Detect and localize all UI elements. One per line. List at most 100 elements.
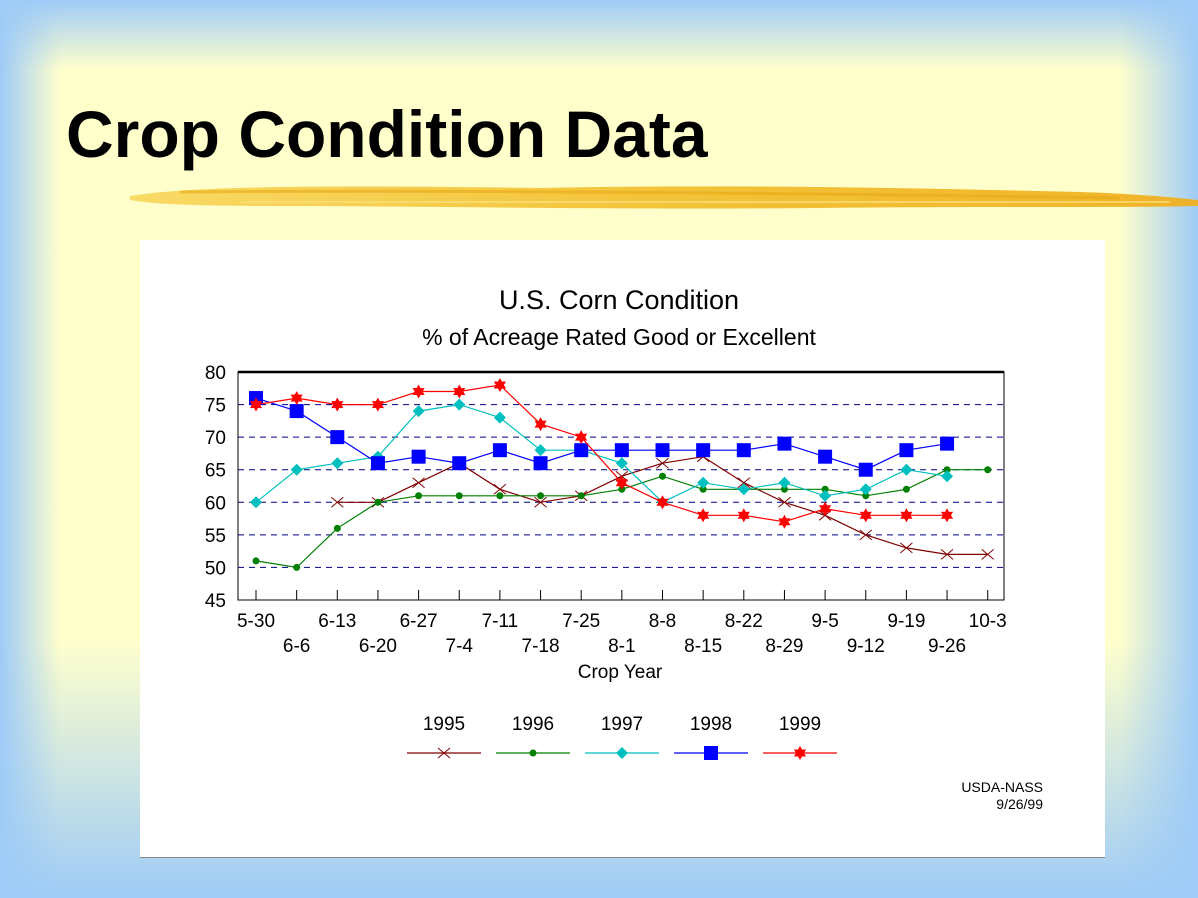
x-tick-label: 6-13 <box>318 611 356 632</box>
legend-label: 1996 <box>512 714 554 735</box>
marker-square <box>330 430 345 445</box>
x-tick-label: 9-19 <box>887 611 925 632</box>
marker-diamond <box>697 476 710 489</box>
marker-star <box>412 384 425 399</box>
x-tick-label: 8-29 <box>765 636 803 657</box>
marker-diamond <box>616 747 628 759</box>
marker-dot <box>455 492 463 500</box>
legend-label: 1995 <box>423 714 465 735</box>
x-tick-label: 6-20 <box>359 636 397 657</box>
series-1998 <box>249 391 955 477</box>
x-tick-label: 10-3 <box>969 611 1007 632</box>
x-tick-label: 6-27 <box>400 611 438 632</box>
marker-square <box>370 456 385 471</box>
marker-diamond <box>778 476 791 489</box>
x-tick-label: 5-30 <box>237 611 275 632</box>
marker-square <box>574 443 589 458</box>
marker-star <box>249 397 263 412</box>
x-tick-label: 8-15 <box>684 636 722 657</box>
marker-dot <box>902 485 910 493</box>
y-tick-label: 70 <box>205 428 226 449</box>
marker-diamond <box>250 496 262 509</box>
marker-dot <box>659 472 666 480</box>
marker-star <box>331 397 344 412</box>
marker-star <box>941 508 954 523</box>
marker-x <box>859 529 873 541</box>
marker-dot <box>577 492 585 500</box>
marker-star <box>859 508 872 523</box>
marker-square <box>696 443 711 458</box>
marker-star <box>534 417 547 432</box>
series-line-1997 <box>255 403 948 504</box>
x-tick-label: 7-18 <box>522 636 560 657</box>
legend-label: 1997 <box>601 714 643 735</box>
marker-dot <box>537 492 545 500</box>
y-tick-label: 50 <box>205 558 226 579</box>
marker-square <box>940 436 955 451</box>
x-tick-label: 9-5 <box>811 611 838 632</box>
marker-square <box>492 443 507 458</box>
marker-diamond <box>819 489 832 502</box>
legend-label: 1998 <box>690 714 732 735</box>
marker-x <box>412 477 425 489</box>
series-1999 <box>249 378 954 529</box>
marker-dot <box>821 485 829 493</box>
marker-star <box>819 501 832 516</box>
x-tick-label: 9-12 <box>847 636 885 657</box>
series-line-1999 <box>255 384 947 523</box>
x-tick-label: 9-26 <box>928 636 966 657</box>
legend-item-1997: 1997 <box>585 714 659 759</box>
marker-star <box>793 746 807 760</box>
brush-stroke-underline <box>130 186 1198 209</box>
marker-diamond <box>412 405 425 418</box>
marker-dot <box>699 485 707 493</box>
x-tick-label: 6-6 <box>283 636 310 657</box>
marker-diamond <box>534 444 547 457</box>
legend-item-1996: 1996 <box>496 714 570 757</box>
marker-star <box>371 397 384 412</box>
marker-x <box>981 549 995 560</box>
marker-star <box>575 430 588 445</box>
marker-dot <box>293 563 301 571</box>
chart-subtitle: % of Acreage Rated Good or Excellent <box>422 324 816 350</box>
marker-dot <box>529 749 537 757</box>
legend-label: 1999 <box>779 714 821 735</box>
marker-star <box>737 508 750 523</box>
marker-dot <box>862 492 870 500</box>
chart-title: U.S. Corn Condition <box>499 285 739 315</box>
marker-square <box>289 404 304 419</box>
marker-star <box>900 508 913 523</box>
marker-star <box>453 384 466 399</box>
y-tick-label: 55 <box>205 526 226 547</box>
marker-square <box>655 443 670 458</box>
marker-x <box>737 477 751 489</box>
marker-x <box>437 747 451 759</box>
slide-title: Crop Condition Data <box>66 97 708 171</box>
legend-item-1995: 1995 <box>407 714 481 759</box>
marker-diamond <box>453 398 466 411</box>
legend-item-1999: 1999 <box>763 714 837 760</box>
marker-star <box>615 475 628 490</box>
x-axis-label: Crop Year <box>578 662 663 683</box>
marker-dot <box>252 557 260 565</box>
marker-square <box>899 443 914 458</box>
marker-dot <box>496 492 504 500</box>
x-tick-label: 8-8 <box>649 611 676 632</box>
marker-diamond <box>493 411 506 424</box>
marker-square <box>736 443 751 458</box>
x-tick-label: 7-25 <box>562 611 600 632</box>
marker-x <box>330 496 344 508</box>
marker-square <box>411 449 426 464</box>
marker-square <box>533 456 548 471</box>
marker-diamond <box>900 463 913 476</box>
series-1997 <box>250 398 954 509</box>
marker-star <box>493 378 506 392</box>
marker-diamond <box>290 463 303 476</box>
line-chart: U.S. Corn Condition % of Acreage Rated G… <box>205 285 1043 812</box>
y-tick-label: 75 <box>205 396 226 417</box>
marker-x <box>900 542 913 554</box>
marker-square <box>777 436 792 451</box>
marker-x <box>940 549 954 560</box>
marker-star <box>290 391 303 406</box>
chart-panel: U.S. Corn Condition % of Acreage Rated G… <box>140 240 1105 858</box>
